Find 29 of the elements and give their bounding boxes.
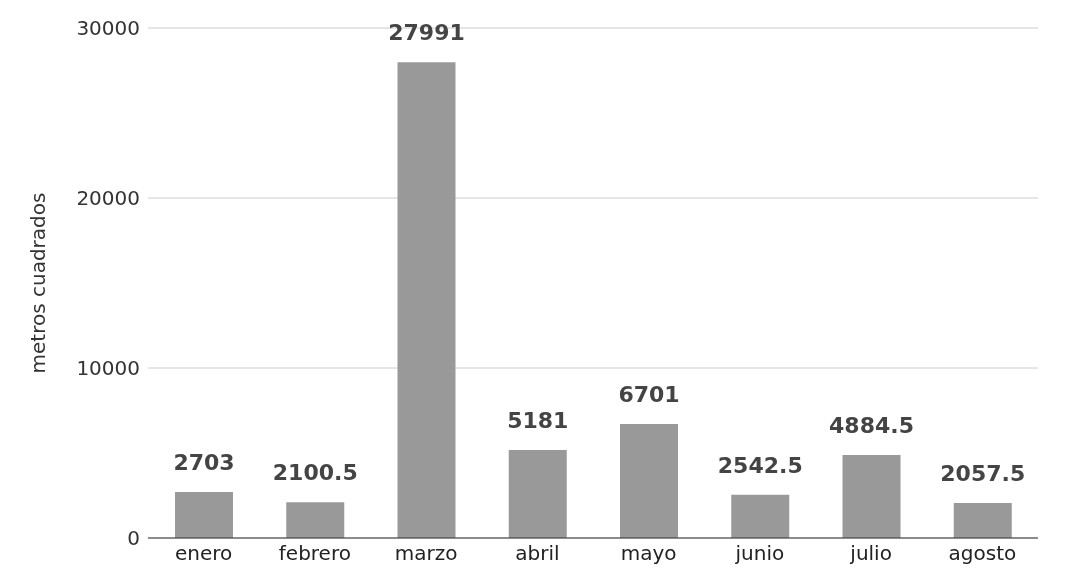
bar (286, 502, 345, 538)
data-label: 2542.5 (717, 452, 803, 478)
x-tick-label: febrero (278, 541, 351, 566)
bar (175, 492, 233, 538)
bar (508, 449, 567, 538)
x-tick-label: mayo (620, 541, 677, 566)
data-label: 2100.5 (272, 460, 358, 486)
y-axis-title: metros cuadrados (26, 192, 51, 374)
y-tick-label: 10000 (76, 356, 140, 381)
x-tick-label: marzo (394, 541, 458, 566)
bar (953, 503, 1012, 538)
data-label: 5181 (507, 407, 569, 433)
x-tick-label: enero (174, 541, 233, 566)
x-tick-label: abril (515, 541, 560, 566)
data-label: 2057.5 (940, 461, 1026, 487)
bar (842, 454, 901, 538)
data-label: 2703 (173, 450, 235, 476)
x-tick-label: julio (849, 541, 892, 566)
data-label: 27991 (388, 20, 465, 46)
y-tick-label: 0 (127, 526, 140, 551)
y-tick-label: 30000 (76, 16, 140, 41)
bar (731, 494, 790, 538)
data-label: 6701 (618, 382, 680, 408)
x-tick-label: agosto (948, 541, 1017, 566)
data-label: 4884.5 (829, 412, 914, 438)
x-tick-label: junio (734, 541, 785, 566)
y-tick-label: 20000 (76, 186, 140, 211)
bar (620, 424, 678, 538)
bar (397, 62, 456, 538)
